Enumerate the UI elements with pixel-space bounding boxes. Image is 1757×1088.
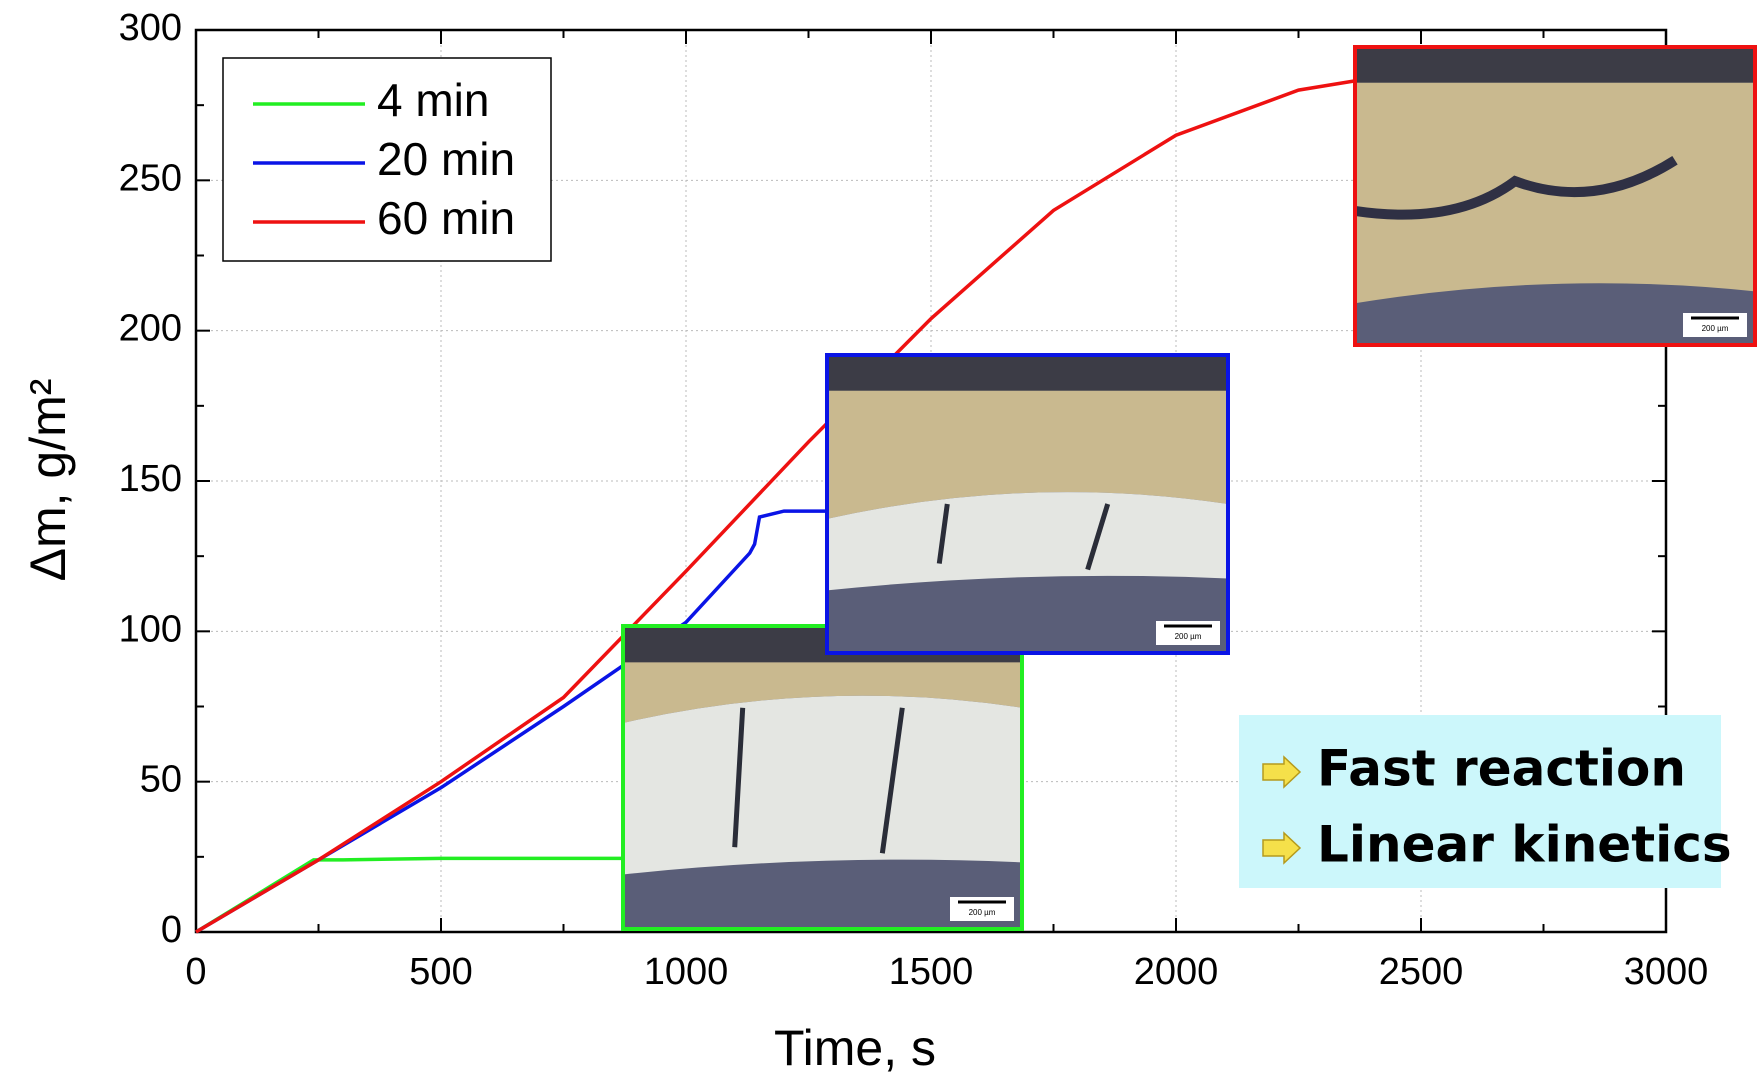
y-tick-label: 50 <box>140 759 182 801</box>
y-tick-label: 200 <box>119 308 182 350</box>
x-tick-label: 2500 <box>1379 951 1464 993</box>
y-tick-label: 150 <box>119 458 182 500</box>
annotation-text: Fast reaction <box>1317 740 1686 798</box>
x-axis-title: Time, s <box>774 1020 936 1076</box>
x-tick-label: 500 <box>409 951 472 993</box>
x-tick-label: 0 <box>185 951 206 993</box>
annotation-text: Linear kinetics <box>1317 816 1732 874</box>
y-axis-title: Δm, g/m² <box>20 379 76 582</box>
micrograph-inset: 200 µm <box>827 355 1228 653</box>
x-tick-label: 3000 <box>1624 951 1709 993</box>
legend-label: 60 min <box>377 192 515 244</box>
y-tick-label: 250 <box>119 157 182 199</box>
inset-scale-label: 200 µm <box>969 908 996 917</box>
chart: Time, s Δm, g/m² 05001000150020002500300… <box>0 0 1757 1088</box>
micrograph-inset: 200 µm <box>623 626 1022 929</box>
legend-label: 20 min <box>377 133 515 185</box>
y-tick-label: 100 <box>119 608 182 650</box>
y-tick-label: 0 <box>161 909 182 951</box>
inset-top-dark <box>827 355 1228 391</box>
micrograph-inset: 200 µm <box>1355 47 1755 345</box>
inset-scale-label: 200 µm <box>1702 324 1729 333</box>
legend-label: 4 min <box>377 74 489 126</box>
x-tick-label: 2000 <box>1134 951 1219 993</box>
y-tick-label: 300 <box>119 7 182 49</box>
x-tick-label: 1500 <box>889 951 974 993</box>
inset-scale-label: 200 µm <box>1175 632 1202 641</box>
x-tick-label: 1000 <box>644 951 729 993</box>
inset-metal <box>623 696 1022 875</box>
inset-top-dark <box>1355 47 1755 83</box>
